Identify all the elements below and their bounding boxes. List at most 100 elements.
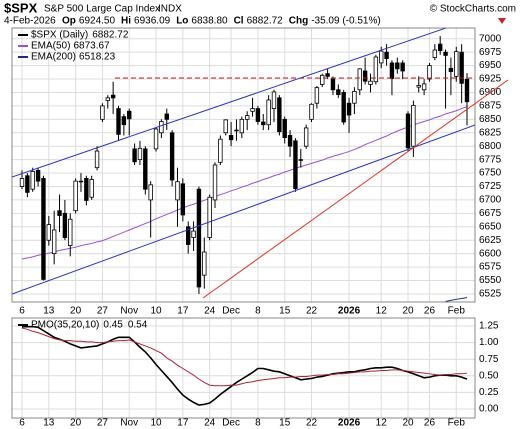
x-tick-label: 6 [19,306,25,317]
series-line [445,297,468,302]
legend-value: 6518.23 [79,52,116,63]
x-tick-label: 17 [177,418,189,429]
candle-body [132,148,137,163]
x-tick-label: 13 [43,418,55,429]
y-tick-label: 6675 [479,208,502,219]
y-tick-label: 6800 [479,141,502,152]
x-tick-label: 27 [97,306,109,317]
candle-body [78,180,84,183]
x-tick-label: 8 [255,306,261,317]
candle-body [314,87,320,104]
y-tick-label: 6600 [479,248,502,259]
exchange: INDX [158,4,182,15]
candle-body [244,115,250,120]
candle-body [368,80,373,85]
plot-area [19,36,470,302]
legend-label: $SPX (Daily) [31,30,88,41]
candle-body [137,147,143,161]
quote-value: 6882.72 [247,16,284,27]
x-tick-label: 12 [376,306,388,317]
candle-body [336,89,341,96]
legend-value: 6882.72 [92,30,129,41]
candle-body [357,68,362,91]
y-tick-label: 6550 [479,275,502,286]
series-line [21,106,468,260]
x-tick-label: 20 [402,418,414,429]
y-tick-label: 6625 [479,235,502,246]
series-line [22,325,468,406]
candle-body [100,105,105,120]
x-tick-label: 12 [376,418,388,429]
candle-body [41,178,46,280]
quote-value: -35.09 (-0.51%) [311,16,380,27]
candle-body [293,140,298,190]
candle-body [250,108,255,112]
y-tick-label: 0.75 [479,354,499,365]
candle-body [105,97,110,101]
y-tick-label: 6925 [479,74,502,85]
candle-body [121,116,127,126]
y-tick-label: 6875 [479,101,502,112]
y-tick-label: 6575 [479,262,502,273]
y-tick-label: 6700 [479,195,502,206]
candle-body [228,135,234,141]
x-tick-label: 2026 [338,418,361,429]
quote-row: Op 6924.50 Hi 6936.09 Lo 6838.80 Cl 6882.72 Chg -… [62,16,381,27]
symbol: $SPX [4,0,38,15]
quote-value: 6924.50 [79,16,116,27]
candle-body [30,171,35,190]
legend-label: EMA(200) [31,52,76,63]
candle-body [84,178,89,201]
candle-body [443,51,448,56]
candle-body [266,99,271,126]
legend-label: PMO(35,20,10) [31,320,99,331]
candle-body [277,97,282,133]
quote-label: Op [62,16,76,27]
candle-body [352,90,357,104]
y-tick-label: 6825 [479,127,502,138]
y-tick-label: 6975 [479,47,502,58]
candle-body [346,102,352,116]
candle-body [68,218,73,246]
quote-label: Cl [234,16,244,27]
x-tick-label: 26 [424,306,436,317]
candle-body [271,91,277,109]
candle-body [432,49,438,58]
candle-body [411,104,416,147]
candle-body [57,210,62,216]
legend-value: 6873.67 [73,41,110,52]
y-tick-label: 7000 [479,33,502,44]
candle-body [239,118,245,134]
trendline [202,79,509,299]
quote-label: Chg [289,16,308,27]
x-tick-label: Nov [120,306,138,317]
x-tick-label: 6 [19,418,25,429]
candle-body [373,56,379,83]
candle-body [341,92,346,123]
candle-body [255,108,261,122]
candle-body [212,164,218,201]
candle-body [25,175,30,193]
down-arrow [498,18,506,24]
panel-frame [11,317,476,419]
annotations [12,28,475,295]
candle-body [405,113,411,149]
candle-body [234,129,239,132]
candle-body [51,229,57,255]
x-tick-label: 27 [97,418,109,429]
candle-body [180,183,186,216]
x-tick-label: Dec [222,306,240,317]
y-tick-label: 0.25 [479,387,499,398]
x-tick-label: 13 [43,306,55,317]
candle-body [400,62,405,72]
legend-label: EMA(50) [31,41,70,52]
panel-frame [11,27,476,303]
y-tick-label: 6850 [479,114,502,125]
candle-body [207,196,212,238]
pmo-panel: 0.00 0.25 0.50 0.75 1.00 1.25 6 13 20 27 Nov 10 17 24… [11,317,499,429]
y-tick-label: 6775 [479,154,502,165]
series-line [21,327,468,387]
x-tick-label: Feb [448,306,466,317]
y-tick-label: 6950 [479,60,502,71]
